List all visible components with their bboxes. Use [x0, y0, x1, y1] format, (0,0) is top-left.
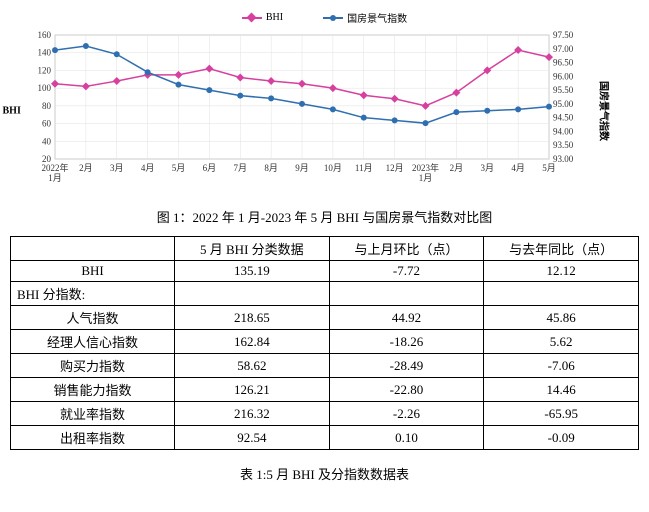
svg-text:95.50: 95.50: [553, 85, 574, 95]
table-caption: 表 1:5 月 BHI 及分指数数据表: [10, 464, 639, 483]
table-cell: -65.95: [484, 402, 639, 426]
svg-text:2月: 2月: [79, 163, 93, 173]
table-cell: -7.72: [329, 261, 484, 282]
svg-text:40: 40: [42, 136, 52, 146]
table-cell: [484, 282, 639, 306]
svg-text:11月: 11月: [354, 163, 372, 173]
table-cell: [175, 282, 330, 306]
svg-text:6月: 6月: [202, 163, 216, 173]
legend-label-guofang: 国房景气指数: [347, 10, 407, 25]
svg-text:4月: 4月: [511, 163, 525, 173]
svg-text:9月: 9月: [295, 163, 309, 173]
svg-text:97.00: 97.00: [553, 44, 574, 54]
table-cell: 5.62: [484, 330, 639, 354]
table-cell: 216.32: [175, 402, 330, 426]
table-cell: BHI: [11, 261, 175, 282]
legend-item-bhi: BHI: [242, 10, 283, 25]
y-axis-right-label: 国房景气指数: [597, 81, 612, 141]
svg-text:93.50: 93.50: [553, 140, 574, 150]
table-row: 购买力指数58.62-28.49-7.06: [11, 354, 639, 378]
table-cell: -22.80: [329, 378, 484, 402]
svg-text:12月: 12月: [385, 163, 403, 173]
chart-container: BHI 国房景气指数 BHI 2040608010012014016093.00…: [25, 10, 625, 193]
table-row: 销售能力指数126.21-22.8014.46: [11, 378, 639, 402]
svg-text:10月: 10月: [323, 163, 341, 173]
table-cell: 218.65: [175, 306, 330, 330]
table-row: BHI135.19-7.7212.12: [11, 261, 639, 282]
svg-text:8月: 8月: [264, 163, 278, 173]
table-cell: 135.19: [175, 261, 330, 282]
svg-text:1月: 1月: [48, 173, 62, 183]
table-row: 人气指数218.6544.9245.86: [11, 306, 639, 330]
table-cell: 14.46: [484, 378, 639, 402]
table-header-cell: 与上月环比（点）: [329, 237, 484, 261]
svg-text:120: 120: [37, 65, 51, 75]
svg-text:95.00: 95.00: [553, 99, 574, 109]
table-cell: 经理人信心指数: [11, 330, 175, 354]
table-header-cell: 与去年同比（点）: [484, 237, 639, 261]
table-cell: 58.62: [175, 354, 330, 378]
table-row: 出租率指数92.540.10-0.09: [11, 426, 639, 450]
table-cell: -7.06: [484, 354, 639, 378]
table-cell: -18.26: [329, 330, 484, 354]
svg-text:4月: 4月: [140, 163, 154, 173]
table-cell: 44.92: [329, 306, 484, 330]
table-cell: [329, 282, 484, 306]
y-axis-left-label: BHI: [3, 106, 21, 117]
legend-swatch-guofang: [323, 17, 343, 19]
svg-text:7月: 7月: [233, 163, 247, 173]
svg-text:60: 60: [42, 119, 52, 129]
svg-text:96.50: 96.50: [553, 58, 574, 68]
svg-text:3月: 3月: [109, 163, 123, 173]
line-chart: 2040608010012014016093.0093.5094.0094.50…: [25, 29, 585, 189]
svg-text:94.00: 94.00: [553, 126, 574, 136]
table-cell: 人气指数: [11, 306, 175, 330]
svg-text:3月: 3月: [480, 163, 494, 173]
table-cell: 92.54: [175, 426, 330, 450]
svg-text:160: 160: [37, 30, 51, 40]
legend-item-guofang: 国房景气指数: [323, 10, 407, 25]
legend-label-bhi: BHI: [266, 12, 283, 23]
svg-text:2月: 2月: [449, 163, 463, 173]
svg-text:80: 80: [42, 101, 52, 111]
table-cell: 销售能力指数: [11, 378, 175, 402]
svg-text:5月: 5月: [542, 163, 556, 173]
svg-text:2022年: 2022年: [41, 162, 68, 173]
svg-text:97.50: 97.50: [553, 30, 574, 40]
table-cell: 12.12: [484, 261, 639, 282]
table-cell: 45.86: [484, 306, 639, 330]
table-cell: -28.49: [329, 354, 484, 378]
table-header-cell: 5 月 BHI 分类数据: [175, 237, 330, 261]
table-row: 经理人信心指数162.84-18.265.62: [11, 330, 639, 354]
table-cell: 0.10: [329, 426, 484, 450]
table-cell: -2.26: [329, 402, 484, 426]
svg-text:2023年: 2023年: [411, 162, 438, 173]
table-cell: 162.84: [175, 330, 330, 354]
table-cell: BHI 分指数:: [11, 282, 175, 306]
svg-text:100: 100: [37, 83, 51, 93]
table-header-cell: [11, 237, 175, 261]
legend-swatch-bhi: [242, 17, 262, 19]
table-row: 就业率指数216.32-2.26-65.95: [11, 402, 639, 426]
svg-text:96.00: 96.00: [553, 71, 574, 81]
svg-text:1月: 1月: [418, 173, 432, 183]
table-row: BHI 分指数:: [11, 282, 639, 306]
data-table: 5 月 BHI 分类数据与上月环比（点）与去年同比（点）BHI135.19-7.…: [10, 236, 639, 450]
table-cell: 出租率指数: [11, 426, 175, 450]
table-cell: -0.09: [484, 426, 639, 450]
chart-caption: 图 1：2022 年 1 月-2023 年 5 月 BHI 与国房景气指数对比图: [10, 207, 639, 226]
svg-text:94.50: 94.50: [553, 113, 574, 123]
table-cell: 购买力指数: [11, 354, 175, 378]
svg-text:140: 140: [37, 48, 51, 58]
table-cell: 126.21: [175, 378, 330, 402]
chart-legend: BHI 国房景气指数: [25, 10, 625, 25]
svg-text:93.00: 93.00: [553, 154, 574, 164]
svg-text:5月: 5月: [171, 163, 185, 173]
table-cell: 就业率指数: [11, 402, 175, 426]
